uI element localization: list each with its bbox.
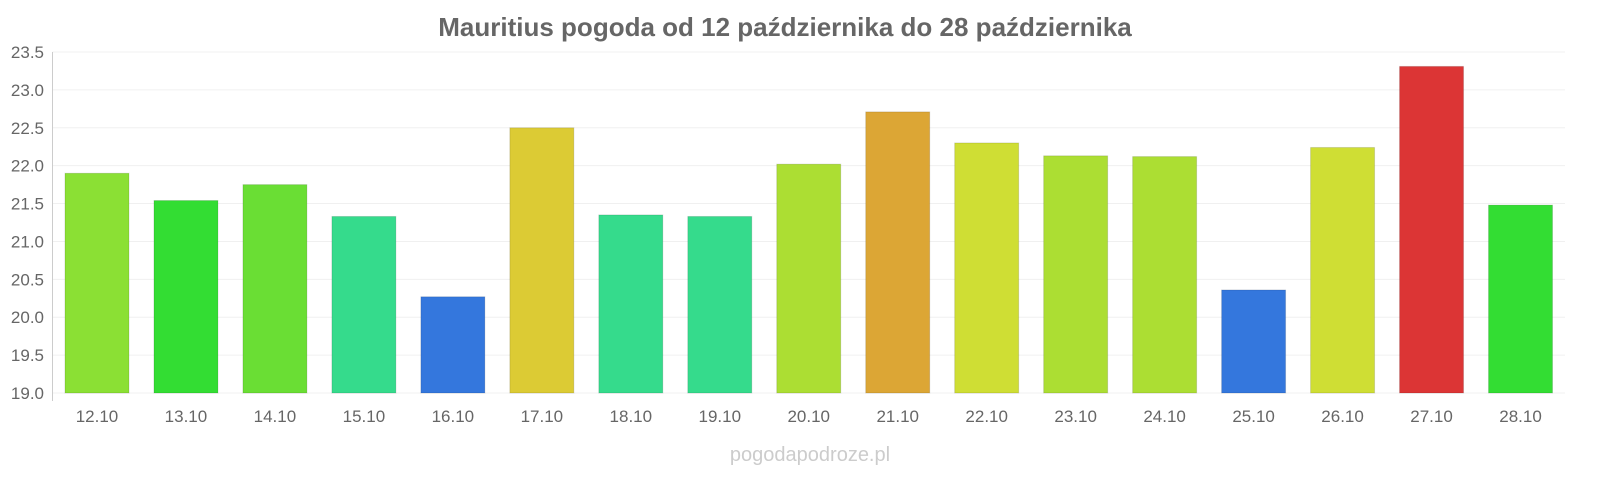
bar bbox=[153, 200, 219, 394]
bar bbox=[1310, 146, 1376, 394]
x-tick-label: 21.10 bbox=[876, 407, 919, 426]
x-tick-label: 23.10 bbox=[1054, 407, 1097, 426]
bar bbox=[64, 172, 130, 394]
bar bbox=[865, 111, 931, 394]
y-tick-label: 21.5 bbox=[11, 195, 44, 214]
y-tick-label: 19.0 bbox=[11, 384, 44, 403]
x-tick-label: 13.10 bbox=[165, 407, 208, 426]
watermark: pogodapodroze.pl bbox=[730, 444, 890, 466]
x-tick-label: 25.10 bbox=[1232, 407, 1275, 426]
bar bbox=[598, 214, 664, 394]
bar bbox=[1399, 65, 1465, 394]
bar bbox=[1221, 289, 1287, 394]
bar bbox=[420, 296, 486, 394]
bar bbox=[687, 215, 753, 394]
y-tick-label: 22.5 bbox=[11, 119, 44, 138]
x-tick-label: 15.10 bbox=[343, 407, 386, 426]
bar bbox=[954, 142, 1020, 394]
bar bbox=[1488, 204, 1554, 394]
x-tick-label: 17.10 bbox=[521, 407, 564, 426]
x-tick-label: 18.10 bbox=[610, 407, 653, 426]
bar bbox=[242, 184, 308, 394]
y-tick-label: 21.0 bbox=[11, 232, 44, 251]
bar bbox=[509, 127, 575, 394]
bar bbox=[776, 163, 842, 394]
y-tick-label: 23.5 bbox=[11, 43, 44, 62]
x-tick-label: 28.10 bbox=[1499, 407, 1542, 426]
y-tick-label: 20.0 bbox=[11, 308, 44, 327]
y-tick-label: 20.5 bbox=[11, 270, 44, 289]
x-tick-label: 19.10 bbox=[699, 407, 742, 426]
bar bbox=[1132, 156, 1198, 394]
bar bbox=[1043, 155, 1109, 394]
x-tick-label: 12.10 bbox=[76, 407, 119, 426]
y-tick-label: 19.5 bbox=[11, 346, 44, 365]
bar bbox=[331, 215, 397, 394]
y-tick-label: 22.0 bbox=[11, 157, 44, 176]
x-tick-label: 20.10 bbox=[787, 407, 830, 426]
chart-title: Mauritius pogoda od 12 października do 2… bbox=[438, 12, 1132, 42]
x-tick-label: 22.10 bbox=[965, 407, 1008, 426]
x-tick-label: 16.10 bbox=[432, 407, 475, 426]
x-tick-label: 26.10 bbox=[1321, 407, 1364, 426]
x-tick-label: 14.10 bbox=[254, 407, 297, 426]
x-tick-label: 27.10 bbox=[1410, 407, 1453, 426]
y-tick-label: 23.0 bbox=[11, 81, 44, 100]
x-tick-label: 24.10 bbox=[1143, 407, 1186, 426]
